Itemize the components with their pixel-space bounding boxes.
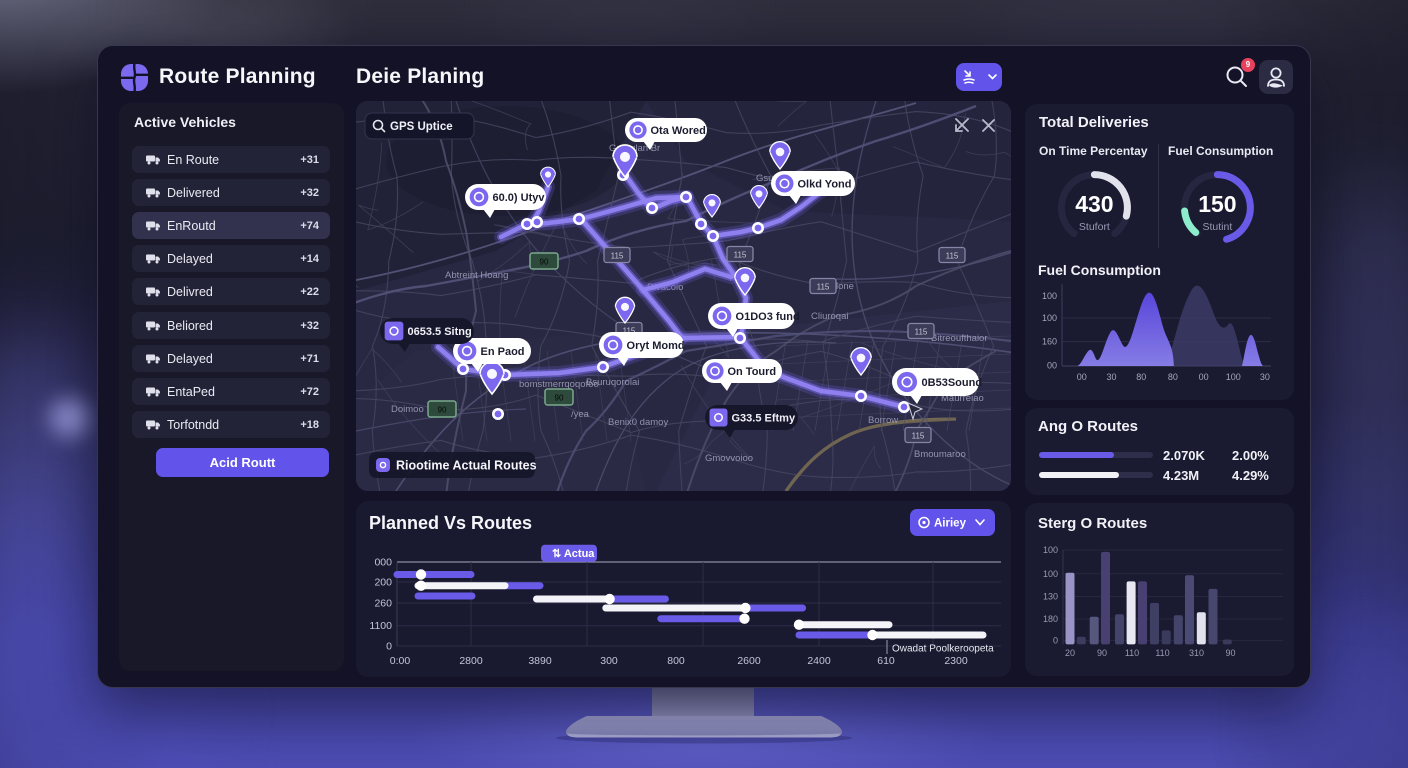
svg-text:Bitreoufthaior: Bitreoufthaior	[931, 333, 988, 344]
svg-text:Benix0 damoy: Benix0 damoy	[608, 417, 668, 428]
svg-text:Abtreint Hoang: Abtreint Hoang	[445, 270, 508, 281]
svg-text:115: 115	[817, 283, 830, 292]
svg-text:G33.5 Eftmy: G33.5 Eftmy	[732, 413, 796, 425]
svg-text:On Tourd: On Tourd	[727, 366, 776, 378]
svg-text:110: 110	[1125, 648, 1139, 658]
svg-text:200: 200	[374, 577, 392, 589]
svg-text:90: 90	[1225, 648, 1235, 658]
svg-text:Doimoo: Doimoo	[391, 404, 424, 415]
svg-text:100: 100	[1043, 545, 1058, 555]
svg-text:Cliuroqai: Cliuroqai	[811, 311, 849, 322]
svg-text:0: 0	[1053, 636, 1058, 646]
svg-text:Borrow: Borrow	[868, 415, 898, 426]
svg-text:2600: 2600	[737, 655, 761, 667]
svg-text:Bsuruqoroiai: Bsuruqoroiai	[586, 377, 639, 388]
svg-text:000: 000	[374, 557, 392, 569]
svg-text:Stutint: Stutint	[1203, 221, 1233, 233]
svg-text:115: 115	[915, 328, 928, 337]
svg-text:2800: 2800	[459, 655, 483, 667]
svg-text:260: 260	[374, 598, 392, 610]
svg-text:90: 90	[1097, 648, 1107, 658]
svg-text:115: 115	[912, 432, 925, 441]
svg-text:100: 100	[1043, 569, 1058, 579]
svg-text:100: 100	[1226, 372, 1241, 382]
svg-text:800: 800	[667, 655, 685, 667]
svg-text:Oryt Momd: Oryt Momd	[627, 340, 685, 352]
svg-text:150: 150	[1198, 191, 1236, 217]
svg-text:1100: 1100	[369, 620, 392, 632]
svg-text:GPS Uptice: GPS Uptice	[390, 121, 453, 133]
svg-text:Airiey: Airiey	[934, 518, 967, 530]
svg-text:115: 115	[623, 327, 636, 336]
svg-text:Bmoumaroo: Bmoumaroo	[914, 449, 966, 460]
svg-text:90: 90	[555, 394, 564, 403]
svg-text:100: 100	[1042, 291, 1057, 301]
svg-text:2400: 2400	[807, 655, 831, 667]
svg-text:115: 115	[946, 252, 959, 261]
svg-text:00: 00	[1077, 372, 1087, 382]
svg-text:110: 110	[1155, 648, 1169, 658]
svg-text:20: 20	[1065, 648, 1075, 658]
svg-text:Maurreiao: Maurreiao	[941, 393, 984, 404]
svg-text:0:00: 0:00	[390, 655, 411, 667]
svg-text:0653.5 Sitng: 0653.5 Sitng	[408, 326, 472, 338]
svg-text:30: 30	[1106, 372, 1116, 382]
svg-text:O1DO3 fund: O1DO3 fund	[736, 311, 800, 323]
svg-text:bomstmerrqoqofoo: bomstmerrqoqofoo	[519, 379, 599, 390]
svg-text:60.0) Utyv: 60.0) Utyv	[493, 192, 546, 204]
svg-text:Ota Wored: Ota Wored	[650, 125, 705, 137]
svg-text:0B53Sound: 0B53Sound	[922, 377, 983, 389]
svg-text:30: 30	[1260, 372, 1270, 382]
svg-text:00: 00	[1199, 372, 1209, 382]
svg-text:180: 180	[1043, 614, 1058, 624]
svg-text:80: 80	[1136, 372, 1146, 382]
svg-text:Owadat Poolkeroopeta: Owadat Poolkeroopeta	[892, 644, 994, 655]
svg-text:3890: 3890	[528, 655, 552, 667]
svg-text:80: 80	[1168, 372, 1178, 382]
svg-text:0: 0	[386, 641, 392, 653]
svg-text:115: 115	[734, 251, 747, 260]
svg-text:430: 430	[1075, 191, 1113, 217]
svg-text:2300: 2300	[944, 655, 968, 667]
svg-text:130: 130	[1043, 592, 1058, 602]
svg-text:⇅ Actua: ⇅ Actua	[552, 548, 595, 560]
svg-text:Riootime Actual Routes: Riootime Actual Routes	[396, 459, 537, 473]
svg-text:00: 00	[1047, 361, 1057, 371]
svg-text:100: 100	[1042, 313, 1057, 323]
svg-text:610: 610	[877, 655, 895, 667]
svg-text:Olkd Yond: Olkd Yond	[798, 179, 852, 191]
svg-text:310: 310	[1189, 648, 1204, 658]
svg-text:160: 160	[1042, 337, 1057, 347]
svg-text:En Paod: En Paod	[481, 346, 525, 358]
svg-text:90: 90	[540, 258, 549, 267]
svg-text:90: 90	[438, 406, 447, 415]
svg-text:115: 115	[611, 252, 624, 261]
svg-text:/yea: /yea	[571, 409, 590, 420]
svg-text:300: 300	[600, 655, 618, 667]
svg-text:Gmovvoioo: Gmovvoioo	[705, 453, 753, 464]
svg-text:Stufort: Stufort	[1079, 221, 1110, 233]
